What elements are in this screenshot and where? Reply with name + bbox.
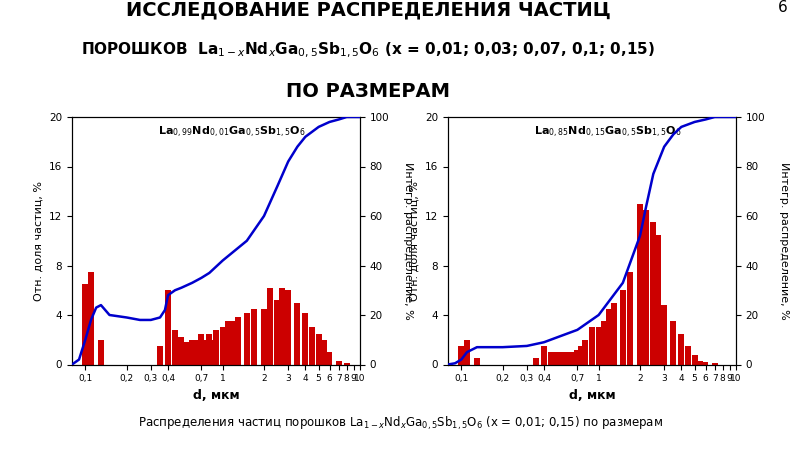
- Bar: [698, 361, 703, 365]
- Text: Распределения частиц порошков La$_{1-x}$Nd$_{x}$Ga$_{0,5}$Sb$_{1,5}$O$_{6}$ (x =: Распределения частиц порошков La$_{1-x}$…: [138, 414, 662, 432]
- Bar: [627, 272, 634, 365]
- Y-axis label: Отн. доля частиц, %: Отн. доля частиц, %: [34, 181, 43, 301]
- Bar: [194, 340, 200, 364]
- Bar: [650, 222, 656, 364]
- Bar: [570, 352, 576, 365]
- Bar: [560, 352, 566, 365]
- Bar: [98, 340, 104, 364]
- Bar: [578, 346, 585, 364]
- Bar: [251, 309, 258, 365]
- Bar: [686, 346, 691, 364]
- Bar: [310, 328, 315, 364]
- Bar: [712, 363, 718, 365]
- Bar: [165, 290, 171, 364]
- Bar: [661, 305, 667, 364]
- Text: La$_{0,85}$Nd$_{0,15}$Ga$_{0,5}$Sb$_{1,5}$O$_{6}$: La$_{0,85}$Nd$_{0,15}$Ga$_{0,5}$Sb$_{1,5…: [534, 125, 682, 140]
- Bar: [219, 328, 226, 364]
- Y-axis label: Интегр. распределение, %: Интегр. распределение, %: [403, 162, 414, 320]
- Bar: [620, 290, 626, 364]
- Bar: [184, 342, 190, 364]
- Bar: [336, 361, 342, 365]
- Bar: [702, 362, 709, 364]
- Bar: [595, 328, 602, 364]
- Bar: [554, 352, 560, 365]
- Bar: [344, 363, 350, 365]
- Bar: [322, 340, 327, 364]
- Bar: [279, 288, 285, 364]
- Bar: [82, 284, 88, 364]
- Bar: [670, 321, 676, 365]
- Text: La$_{0,99}$Nd$_{0,01}$Ga$_{0,5}$Sb$_{1,5}$O$_{6}$: La$_{0,99}$Nd$_{0,01}$Ga$_{0,5}$Sb$_{1,5…: [158, 125, 306, 140]
- Bar: [642, 210, 649, 364]
- Bar: [326, 352, 333, 365]
- Bar: [655, 234, 661, 364]
- Bar: [315, 333, 322, 364]
- Bar: [606, 309, 613, 365]
- Bar: [582, 340, 588, 364]
- Bar: [602, 321, 607, 365]
- Bar: [285, 290, 291, 364]
- Y-axis label: Отн. доля частиц, %: Отн. доля частиц, %: [410, 181, 419, 301]
- Bar: [202, 340, 209, 364]
- Bar: [230, 321, 237, 365]
- Bar: [206, 333, 212, 364]
- Bar: [637, 203, 643, 364]
- Bar: [210, 340, 216, 364]
- Text: ИССЛЕДОВАНИЕ РАСПРЕДЕЛЕНИЯ ЧАСТИЦ: ИССЛЕДОВАНИЕ РАСПРЕДЕЛЕНИЯ ЧАСТИЦ: [126, 0, 610, 19]
- Bar: [226, 321, 231, 365]
- Y-axis label: Интегр. распределение, %: Интегр. распределение, %: [779, 162, 790, 320]
- Bar: [590, 328, 595, 364]
- Bar: [574, 350, 580, 365]
- Bar: [294, 302, 300, 365]
- Bar: [691, 355, 698, 365]
- Bar: [302, 312, 308, 364]
- Text: ПОРОШКОВ  La$_{1-x}$Nd$_{x}$Ga$_{0,5}$Sb$_{1,5}$O$_{6}$ (x = 0,01; 0,03; 0,07, 0: ПОРОШКОВ La$_{1-x}$Nd$_{x}$Ga$_{0,5}$Sb$…: [81, 41, 655, 60]
- Bar: [266, 288, 273, 364]
- Bar: [88, 272, 94, 365]
- Bar: [678, 333, 684, 364]
- Text: 6: 6: [778, 0, 788, 15]
- Bar: [541, 346, 547, 364]
- Bar: [172, 330, 178, 364]
- Bar: [274, 300, 280, 365]
- Bar: [565, 352, 571, 365]
- Bar: [611, 302, 618, 365]
- Bar: [178, 338, 184, 364]
- Bar: [464, 340, 470, 364]
- Bar: [533, 358, 539, 365]
- Bar: [261, 309, 267, 365]
- Text: ПО РАЗМЕРАМ: ПО РАЗМЕРАМ: [286, 82, 450, 101]
- Bar: [157, 346, 163, 364]
- Bar: [474, 358, 480, 365]
- X-axis label: d, мкм: d, мкм: [569, 389, 615, 402]
- Bar: [198, 333, 204, 364]
- Bar: [189, 340, 195, 364]
- Bar: [214, 330, 219, 364]
- Bar: [244, 312, 250, 364]
- Bar: [548, 352, 554, 365]
- Bar: [458, 346, 464, 364]
- Bar: [235, 318, 242, 364]
- X-axis label: d, мкм: d, мкм: [193, 389, 239, 402]
